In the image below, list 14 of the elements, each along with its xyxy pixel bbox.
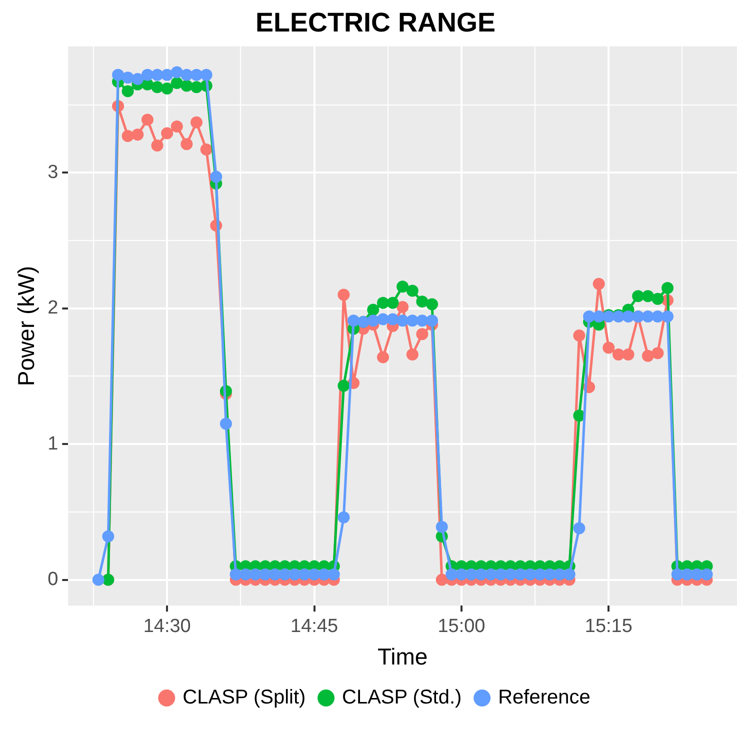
x-tick-label: 14:30 <box>143 616 191 638</box>
x-axis-title: Time <box>377 644 428 670</box>
y-tick-label: 3 <box>48 162 58 183</box>
y-tick-label: 2 <box>48 298 58 319</box>
y-axis-title: Power (kW) <box>13 266 40 386</box>
x-tick-label: 14:45 <box>290 616 338 638</box>
y-tick-label: 0 <box>48 569 58 590</box>
legend-label: CLASP (Split) <box>182 686 306 709</box>
x-tick-label: 15:00 <box>438 616 486 638</box>
legend-label: Reference <box>498 686 590 709</box>
y-tick-label: 1 <box>48 433 58 454</box>
chart-title: ELECTRIC RANGE <box>255 8 496 38</box>
x-tick-label: 15:15 <box>584 616 632 638</box>
legend-label: CLASP (Std.) <box>342 686 462 709</box>
